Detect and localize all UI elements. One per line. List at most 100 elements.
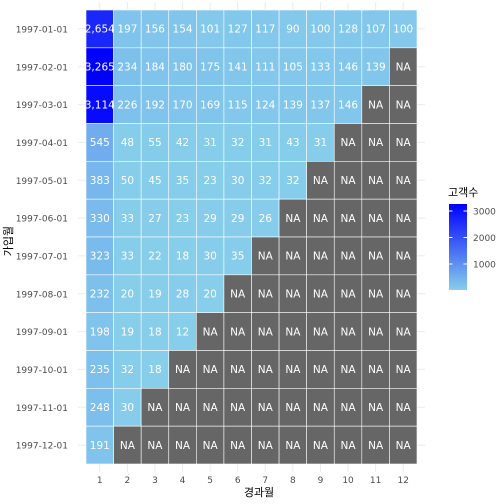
heatmap-cell: [113, 85, 142, 124]
y-tick-label: 1997-06-01: [16, 215, 68, 225]
cell-value-label: NA: [175, 364, 191, 376]
heatmap-cell: [196, 425, 225, 465]
heatmap-cell: [168, 47, 197, 86]
heatmap-cell: [306, 9, 335, 49]
y-tick-label: 1997-09-01: [16, 328, 68, 338]
heatmap-cell: [278, 236, 307, 276]
cell-value-label: 35: [231, 251, 244, 263]
heatmap-cell: [85, 9, 114, 49]
heatmap-cell: [223, 85, 252, 124]
heatmap-cell: [278, 47, 307, 86]
cell-value-label: 139: [283, 99, 303, 111]
cell-value-label: 115: [228, 99, 248, 111]
heatmap-cell: [223, 47, 252, 86]
cell-value-label: NA: [368, 213, 384, 225]
heatmap-cell: [251, 274, 280, 313]
heatmap-cell: [113, 425, 142, 465]
heatmap-cell: [361, 274, 390, 313]
tick-labels-layer: 1 2 3 4 5 6 7 8 9 10 11 121997-01-011997-02-011997-…: [16, 25, 409, 486]
cell-value-label: NA: [313, 402, 329, 414]
cell-value-label: 19: [148, 289, 161, 301]
cell-value-label: 18: [148, 326, 161, 338]
heatmap-cell: [306, 47, 335, 86]
cell-labels-layer: 2,654 197 156 154 101 127 117 90 100 128 107 100 3,2…: [85, 24, 413, 452]
cell-value-label: NA: [368, 99, 384, 111]
heatmap-cell: [389, 161, 418, 200]
cell-value-label: 30: [203, 251, 216, 263]
cell-value-label: 20: [203, 289, 216, 301]
heatmap-cell: [361, 198, 390, 238]
cell-value-label: NA: [368, 137, 384, 149]
cell-value-label: 141: [228, 62, 248, 74]
heatmap-cell: [333, 9, 363, 49]
cell-value-label: NA: [341, 213, 357, 225]
y-tick-label: 1997-12-01: [16, 442, 68, 452]
cell-value-label: 383: [90, 175, 110, 187]
heatmap-cell: [113, 9, 142, 49]
heatmap-cell: [361, 425, 390, 465]
cell-value-label: NA: [230, 440, 246, 452]
cell-value-label: NA: [203, 440, 219, 452]
cell-value-label: 18: [148, 364, 161, 376]
heatmap-cell: [140, 161, 170, 200]
cell-value-label: 28: [176, 289, 189, 301]
cell-value-label: 35: [176, 175, 189, 187]
heatmap-cell: [333, 123, 363, 162]
heatmap-cell: [251, 312, 280, 351]
cell-value-label: 105: [283, 62, 303, 74]
cell-value-label: 180: [173, 62, 193, 74]
cell-value-label: NA: [396, 213, 412, 225]
cell-value-label: 32: [121, 364, 134, 376]
cell-value-label: NA: [396, 251, 412, 263]
heatmap-cell: [223, 312, 252, 351]
cell-value-label: 232: [90, 289, 110, 301]
heatmap-cell: [306, 425, 335, 465]
y-tick-label: 1997-05-01: [16, 177, 68, 187]
cell-value-label: 111: [255, 62, 275, 74]
heatmap-cell: [333, 350, 363, 389]
cell-value-label: NA: [368, 175, 384, 187]
heatmap-cell: [361, 161, 390, 200]
cell-value-label: NA: [368, 326, 384, 338]
cell-value-label: NA: [313, 326, 329, 338]
cell-value-label: 27: [148, 213, 161, 225]
heatmap-cell: [140, 123, 170, 162]
cell-value-label: 23: [203, 175, 216, 187]
cell-value-label: NA: [285, 402, 301, 414]
heatmap-cell: [168, 161, 197, 200]
cell-value-label: 234: [117, 62, 137, 74]
heatmap-cell: [278, 9, 307, 49]
heatmap-cell: [361, 9, 390, 49]
cell-value-label: NA: [341, 402, 357, 414]
cell-value-label: 192: [145, 99, 165, 111]
cell-value-label: NA: [285, 289, 301, 301]
cell-value-label: 545: [90, 137, 110, 149]
heatmap-cell: [196, 274, 225, 313]
heatmap-cell: [251, 123, 280, 162]
cell-value-label: 22: [148, 251, 161, 263]
cell-value-label: NA: [285, 364, 301, 376]
cell-value-label: 29: [231, 213, 244, 225]
cell-value-label: 90: [286, 24, 299, 36]
heatmap-cell: [140, 350, 170, 389]
heatmap-cell: [251, 198, 280, 238]
cell-value-label: 184: [145, 62, 165, 74]
cell-value-label: NA: [396, 440, 412, 452]
heatmap-cell: [113, 198, 142, 238]
x-tick-label: 3: [152, 476, 158, 486]
heatmap-cell: [85, 274, 114, 313]
cell-value-label: 3,265: [85, 62, 115, 74]
cell-value-label: NA: [230, 289, 246, 301]
cell-value-label: NA: [285, 251, 301, 263]
cell-value-label: NA: [175, 440, 191, 452]
cell-value-label: NA: [313, 175, 329, 187]
legend: 고객수 1000 2000 3000: [448, 186, 496, 290]
cell-value-label: NA: [313, 251, 329, 263]
y-tick-label: 1997-07-01: [16, 252, 68, 262]
heatmap-cell: [168, 123, 197, 162]
heatmap-cell: [113, 312, 142, 351]
cell-value-label: NA: [285, 326, 301, 338]
x-tick-label: 11: [370, 476, 381, 486]
legend-title: 고객수: [448, 186, 478, 199]
heatmap-cell: [389, 123, 418, 162]
